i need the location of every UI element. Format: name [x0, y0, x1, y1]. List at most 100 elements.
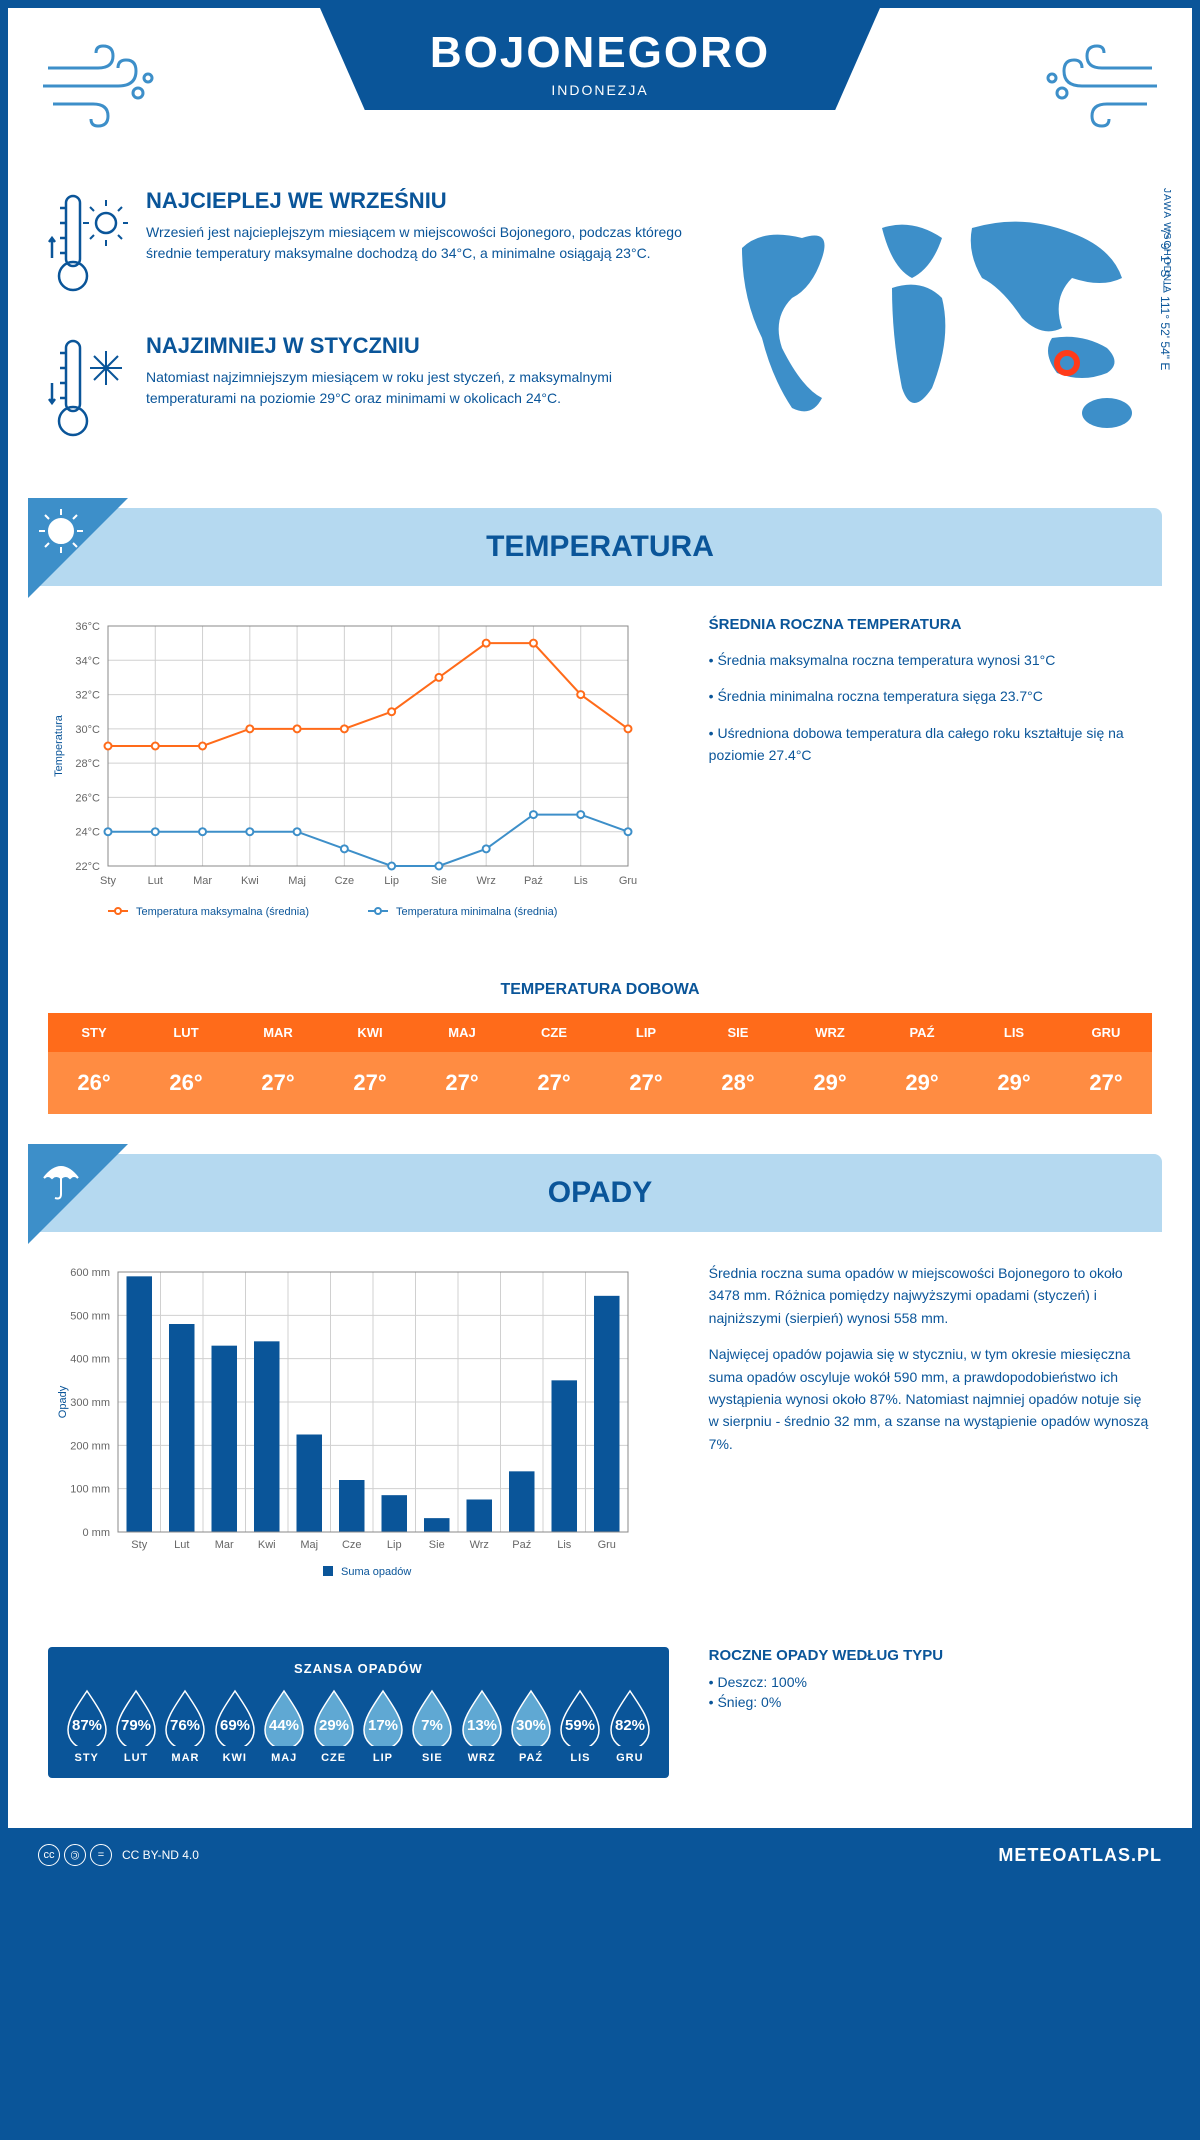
rain-chance-drop: 87%STY: [64, 1688, 110, 1764]
wind-icon: [38, 38, 158, 133]
svg-text:30%: 30%: [516, 1717, 546, 1734]
rain-type-title: ROCZNE OPADY WEDŁUG TYPU: [709, 1647, 1152, 1664]
svg-text:Kwi: Kwi: [258, 1539, 276, 1551]
svg-text:29%: 29%: [319, 1717, 349, 1734]
daily-temp-cell: 27°: [416, 1052, 508, 1114]
svg-text:87%: 87%: [72, 1717, 102, 1734]
svg-text:7%: 7%: [421, 1717, 443, 1734]
rain-title: OPADY: [548, 1176, 652, 1209]
rain-chance-drop: 13%WRZ: [459, 1688, 505, 1764]
hottest-title: NAJCIEPLEJ WE WRZEŚNIU: [146, 188, 682, 214]
svg-text:Lut: Lut: [148, 875, 163, 887]
svg-text:76%: 76%: [170, 1717, 200, 1734]
world-map: JAWA WSCHODNIA 7° 9' 1" S — 111° 52' 54"…: [712, 188, 1152, 478]
daily-month-header: MAR: [232, 1013, 324, 1052]
rain-chance-drop: 76%MAR: [162, 1688, 208, 1764]
svg-text:Mar: Mar: [193, 875, 212, 887]
cc-icon: cc: [38, 1844, 60, 1866]
svg-text:28°C: 28°C: [75, 758, 100, 770]
daily-temperature-table: TEMPERATURA DOBOWA STYLUTMARKWIMAJCZELIP…: [48, 981, 1152, 1114]
svg-text:Wrz: Wrz: [477, 875, 496, 887]
daily-month-header: LIS: [968, 1013, 1060, 1052]
hottest-text: Wrzesień jest najcieplejszym miesiącem w…: [146, 222, 682, 264]
svg-text:Maj: Maj: [288, 875, 306, 887]
rain-chance-title: SZANSA OPADÓW: [62, 1661, 655, 1676]
daily-month-header: MAJ: [416, 1013, 508, 1052]
svg-text:59%: 59%: [565, 1717, 595, 1734]
svg-text:Wrz: Wrz: [470, 1539, 489, 1551]
temp-info-bullet: • Średnia minimalna roczna temperatura s…: [709, 685, 1152, 707]
temp-info-bullet: • Uśredniona dobowa temperatura dla całe…: [709, 722, 1152, 767]
sun-icon: [28, 498, 128, 598]
svg-text:82%: 82%: [615, 1717, 645, 1734]
svg-text:100 mm: 100 mm: [70, 1484, 110, 1496]
rain-chance-drop: 44%MAJ: [261, 1688, 307, 1764]
svg-text:36°C: 36°C: [75, 621, 100, 633]
svg-text:Lut: Lut: [174, 1539, 189, 1551]
thermometer-hot-icon: [48, 188, 128, 303]
daily-month-header: WRZ: [784, 1013, 876, 1052]
rain-bar-chart: 0 mm100 mm200 mm300 mm400 mm500 mm600 mm…: [48, 1262, 669, 1617]
daily-month-header: LIP: [600, 1013, 692, 1052]
intro-section: NAJCIEPLEJ WE WRZEŚNIU Wrzesień jest naj…: [8, 188, 1192, 508]
svg-text:30°C: 30°C: [75, 724, 100, 736]
svg-text:Paź: Paź: [512, 1539, 531, 1551]
svg-text:17%: 17%: [368, 1717, 398, 1734]
svg-text:Paź: Paź: [524, 875, 543, 887]
svg-text:Mar: Mar: [215, 1539, 234, 1551]
rain-chance-panel: SZANSA OPADÓW 87%STY79%LUT76%MAR69%KWI44…: [48, 1647, 669, 1778]
thermometer-cold-icon: [48, 333, 128, 448]
svg-text:13%: 13%: [467, 1717, 497, 1734]
svg-text:Lis: Lis: [574, 875, 589, 887]
svg-text:Cze: Cze: [335, 875, 355, 887]
daily-month-header: PAŹ: [876, 1013, 968, 1052]
svg-text:Lis: Lis: [557, 1539, 572, 1551]
daily-temp-cell: 27°: [600, 1052, 692, 1114]
svg-text:200 mm: 200 mm: [70, 1440, 110, 1452]
coords-label: 7° 9' 1" S — 111° 52' 54" E: [1158, 228, 1172, 370]
footer: cc 🄯 = CC BY-ND 4.0 METEOATLAS.PL: [8, 1828, 1192, 1882]
svg-text:300 mm: 300 mm: [70, 1397, 110, 1409]
daily-temp-cell: 27°: [508, 1052, 600, 1114]
temperature-title: TEMPERATURA: [486, 530, 714, 563]
svg-text:Maj: Maj: [300, 1539, 318, 1551]
svg-text:26°C: 26°C: [75, 792, 100, 804]
daily-month-header: CZE: [508, 1013, 600, 1052]
rain-type-item: • Śnieg: 0%: [709, 1694, 1152, 1710]
city-title: BOJONEGORO: [380, 28, 820, 78]
svg-text:79%: 79%: [121, 1717, 151, 1734]
svg-text:600 mm: 600 mm: [70, 1267, 110, 1279]
rain-chance-drop: 29%CZE: [311, 1688, 357, 1764]
svg-text:Opady: Opady: [57, 1385, 69, 1418]
header-banner: BOJONEGORO INDONEZJA: [320, 8, 880, 110]
hottest-block: NAJCIEPLEJ WE WRZEŚNIU Wrzesień jest naj…: [48, 188, 682, 303]
coldest-text: Natomiast najzimniejszym miesiącem w rok…: [146, 367, 682, 409]
svg-text:24°C: 24°C: [75, 827, 100, 839]
svg-text:22°C: 22°C: [75, 861, 100, 873]
svg-text:Gru: Gru: [598, 1539, 616, 1551]
rain-chance-drop: 17%LIP: [360, 1688, 406, 1764]
svg-text:Temperatura minimalna (średnia: Temperatura minimalna (średnia): [396, 906, 557, 918]
rain-info: Średnia roczna suma opadów w miejscowośc…: [709, 1262, 1152, 1617]
svg-text:400 mm: 400 mm: [70, 1354, 110, 1366]
daily-month-header: LUT: [140, 1013, 232, 1052]
svg-text:500 mm: 500 mm: [70, 1310, 110, 1322]
svg-text:69%: 69%: [220, 1717, 250, 1734]
rain-type-item: • Deszcz: 100%: [709, 1674, 1152, 1690]
daily-title: TEMPERATURA DOBOWA: [48, 981, 1152, 999]
svg-text:Temperatura maksymalna (średni: Temperatura maksymalna (średnia): [136, 906, 309, 918]
rain-info-p2: Najwięcej opadów pojawia się w styczniu,…: [709, 1343, 1152, 1455]
daily-temp-cell: 27°: [1060, 1052, 1152, 1114]
by-icon: 🄯: [64, 1844, 86, 1866]
rain-section-header: OPADY: [38, 1154, 1162, 1232]
daily-temp-cell: 27°: [232, 1052, 324, 1114]
coldest-block: NAJZIMNIEJ W STYCZNIU Natomiast najzimni…: [48, 333, 682, 448]
umbrella-icon: [28, 1144, 128, 1244]
coldest-title: NAJZIMNIEJ W STYCZNIU: [146, 333, 682, 359]
wind-icon: [1042, 38, 1162, 133]
svg-text:Sty: Sty: [100, 875, 116, 887]
temperature-info: ŚREDNIA ROCZNA TEMPERATURA • Średnia mak…: [709, 616, 1152, 951]
rain-chance-drop: 82%GRU: [607, 1688, 653, 1764]
rain-chance-drop: 30%PAŹ: [508, 1688, 554, 1764]
brand: METEOATLAS.PL: [998, 1845, 1162, 1866]
